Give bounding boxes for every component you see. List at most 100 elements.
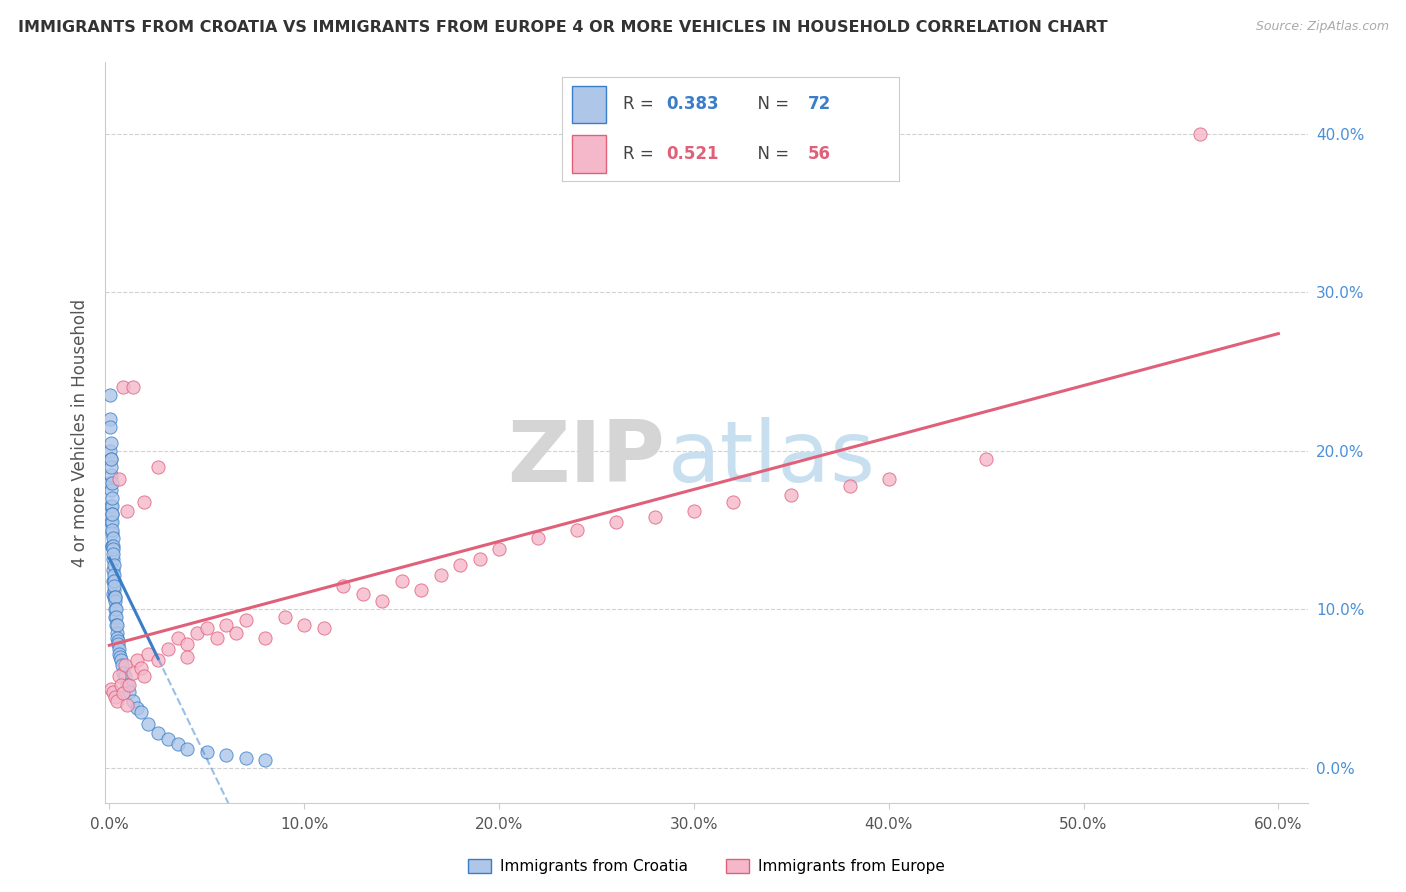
Point: [235, 751, 257, 765]
Point: [101, 508, 124, 522]
Point: [103, 583, 125, 598]
Point: [100, 500, 122, 514]
Point: [104, 590, 127, 604]
Point: [105, 618, 128, 632]
Point: [103, 558, 125, 572]
Point: [107, 634, 129, 648]
Point: [108, 642, 131, 657]
Point: [104, 690, 127, 704]
Point: [108, 649, 131, 664]
Point: [111, 665, 134, 680]
Point: [103, 563, 125, 577]
Point: [104, 602, 127, 616]
Point: [605, 515, 627, 529]
Point: [103, 574, 125, 588]
Point: [118, 678, 141, 692]
Point: [115, 678, 138, 692]
Point: [166, 737, 188, 751]
Point: [104, 590, 127, 604]
Point: [101, 551, 124, 566]
FancyBboxPatch shape: [572, 136, 606, 173]
Point: [101, 526, 124, 541]
Point: [129, 706, 152, 720]
Point: [205, 631, 228, 645]
Point: [103, 579, 125, 593]
Point: [136, 647, 159, 661]
Point: [780, 488, 803, 502]
Point: [100, 436, 122, 450]
Point: [186, 626, 208, 640]
Point: [101, 491, 124, 506]
Point: [104, 602, 127, 616]
Text: N =: N =: [748, 145, 794, 163]
Point: [101, 508, 124, 522]
Point: [101, 542, 124, 557]
Point: [103, 567, 125, 582]
Point: [98, 420, 121, 434]
Point: [104, 610, 127, 624]
Point: [114, 669, 136, 683]
Point: [115, 504, 138, 518]
Point: [105, 694, 128, 708]
Point: [838, 479, 860, 493]
Point: [134, 669, 156, 683]
Point: [156, 642, 179, 657]
Point: [101, 523, 124, 537]
Point: [254, 631, 277, 645]
Point: [449, 558, 471, 572]
Point: [100, 500, 122, 514]
Point: [125, 700, 148, 714]
Point: [1189, 127, 1212, 141]
Point: [215, 748, 238, 763]
Point: [103, 586, 125, 600]
Point: [111, 380, 134, 394]
Point: [100, 475, 122, 490]
Point: [108, 669, 131, 683]
Y-axis label: 4 or more Vehicles in Household: 4 or more Vehicles in Household: [72, 299, 90, 566]
Point: [103, 574, 125, 588]
Point: [104, 610, 127, 624]
Point: [101, 539, 124, 553]
Point: [235, 614, 257, 628]
Point: [98, 443, 121, 458]
Point: [134, 494, 156, 508]
Point: [98, 412, 121, 426]
Text: Source: ZipAtlas.com: Source: ZipAtlas.com: [1256, 20, 1389, 33]
Point: [98, 475, 121, 490]
Point: [527, 531, 550, 545]
Point: [104, 594, 127, 608]
Point: [115, 698, 138, 712]
Point: [101, 539, 124, 553]
Point: [468, 551, 491, 566]
Point: [111, 686, 134, 700]
Point: [100, 451, 122, 466]
Point: [100, 451, 122, 466]
Point: [118, 685, 141, 699]
Text: ZIP: ZIP: [506, 417, 665, 500]
Point: [103, 574, 125, 588]
Point: [108, 647, 131, 661]
Point: [974, 451, 997, 466]
Point: [100, 515, 122, 529]
Text: R =: R =: [623, 95, 659, 113]
Point: [125, 653, 148, 667]
Point: [103, 547, 125, 561]
Point: [721, 494, 744, 508]
Point: [103, 685, 125, 699]
Point: [292, 618, 315, 632]
Point: [146, 459, 169, 474]
Point: [110, 653, 132, 667]
Point: [100, 483, 122, 498]
Point: [101, 531, 124, 545]
Point: [273, 610, 295, 624]
Text: 0.521: 0.521: [666, 145, 718, 163]
Point: [391, 574, 413, 588]
Point: [488, 542, 510, 557]
Point: [332, 579, 354, 593]
Point: [121, 694, 143, 708]
Point: [105, 626, 128, 640]
Point: [877, 472, 900, 486]
Point: [195, 621, 218, 635]
Point: [100, 459, 122, 474]
Text: R =: R =: [623, 145, 659, 163]
